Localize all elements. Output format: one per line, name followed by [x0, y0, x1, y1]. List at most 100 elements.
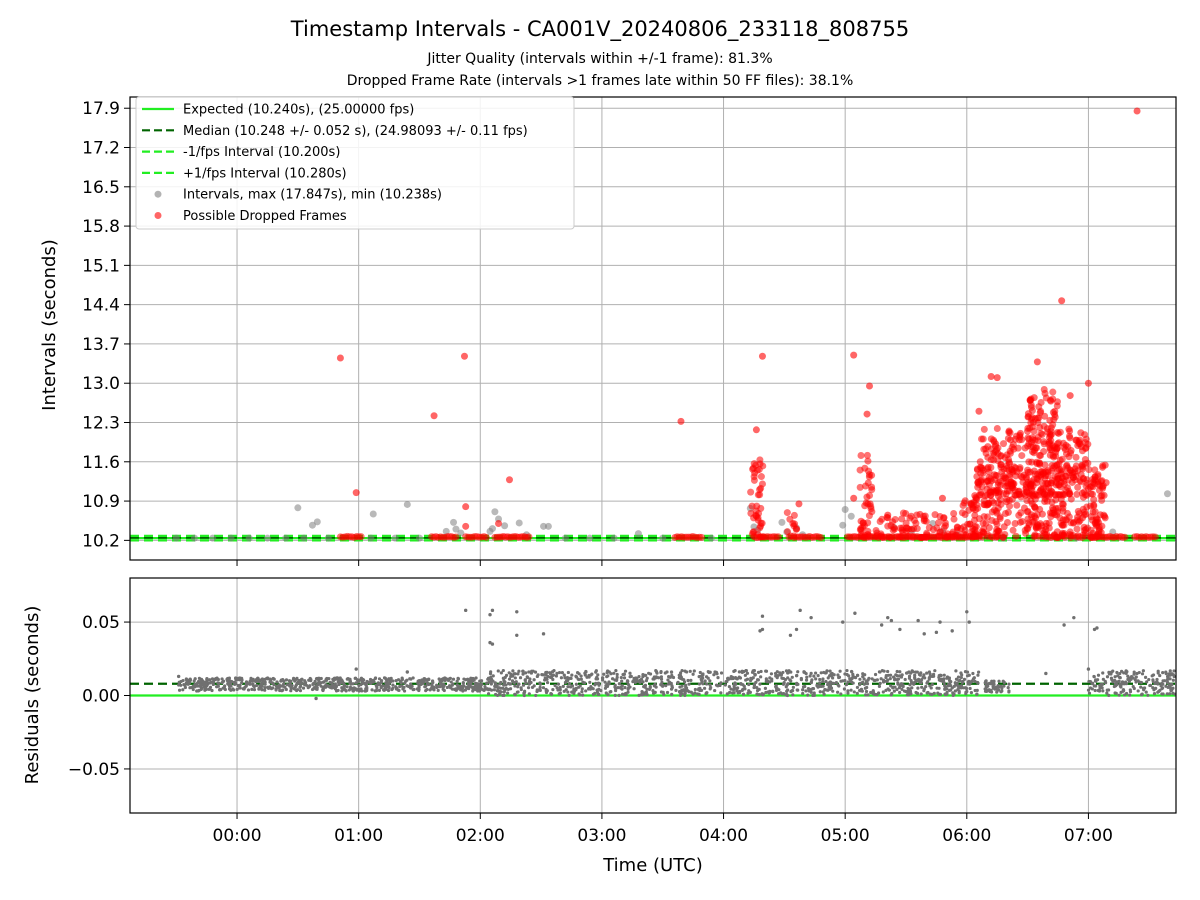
residual-band-1-point-976	[828, 683, 833, 687]
residual-band-1-point-634	[937, 678, 941, 682]
dropped-frame-cluster-5-point-207	[1045, 524, 1053, 532]
residual-band-1-point-924	[804, 671, 808, 676]
residual-band-0-point-334	[441, 682, 445, 686]
dropped-frame-cluster-6-point-273	[987, 475, 995, 483]
residual-band-1-point-759	[501, 668, 505, 673]
residual-band-1-point-502	[961, 679, 965, 684]
residual-band-4-point-86	[1168, 677, 1172, 681]
residual-band-1-point-776	[956, 675, 961, 679]
residual-outlier-10	[515, 633, 519, 637]
residual-band-0-point-586	[405, 678, 409, 682]
residual-band-1-point-364	[821, 679, 825, 684]
residual-band-0-point-536	[355, 678, 359, 682]
dropped-frame-point-15	[850, 494, 858, 502]
residual-band-1-point-837	[613, 693, 617, 697]
residual-band-1-point-1045	[620, 692, 625, 696]
interval-point-35	[707, 534, 715, 542]
residual-band-0-point-517	[477, 686, 481, 691]
dropped-frame-run-3-point-16	[525, 533, 533, 541]
residual-band-2-point-47	[995, 690, 999, 694]
residual-band-1-point-820	[566, 685, 570, 689]
residual-band-1-point-956	[486, 692, 491, 696]
residual-band-1-point-132	[747, 682, 751, 687]
dropped-frame-cluster-6-point-238	[1033, 460, 1041, 468]
residual-band-4-point-122	[1165, 692, 1169, 696]
residual-band-0-point-633	[281, 678, 285, 682]
residual-band-1-point-830	[915, 678, 919, 682]
residual-band-1-point-1046	[550, 670, 555, 674]
residual-band-1-point-708	[683, 693, 687, 698]
dropped-frame-cluster-5-point-268	[1093, 531, 1101, 539]
dropped-frame-cluster-6-point-168	[1080, 488, 1088, 496]
dropped-frame-cluster-6-point-174	[1081, 456, 1089, 464]
interval-point-14	[391, 534, 399, 542]
dropped-frame-cluster-6-point-178	[1006, 429, 1014, 437]
residual-band-1-point-744	[759, 675, 763, 679]
dropped-frame-cluster-5-point-375	[1025, 519, 1033, 527]
residual-band-0-point-644	[351, 689, 355, 693]
dropped-frame-cluster-6-point-268	[1031, 470, 1039, 478]
dropped-frame-cluster-6-point-187	[1054, 429, 1062, 437]
residual-band-1-point-893	[873, 692, 877, 697]
residual-band-4-point-145	[1107, 672, 1112, 676]
residual-band-1-point-278	[816, 674, 820, 678]
dropped-frame-cluster-6-point-280	[1007, 480, 1015, 488]
dropped-frame-cluster-6-point-264	[1051, 462, 1059, 470]
dropped-frame-cluster-2-point-37	[857, 524, 865, 532]
dropped-frame-cluster-7-point-70	[1040, 386, 1048, 394]
residual-band-1-point-1043	[644, 679, 649, 683]
dropped-frame-cluster-3-point-68	[899, 509, 907, 517]
dropped-frame-cluster-6-point-190	[1079, 465, 1087, 473]
residual-band-0-point-507	[443, 676, 447, 680]
residual-band-0-point-657	[298, 685, 302, 689]
interval-point-1	[190, 534, 198, 542]
interval-point-10	[313, 518, 321, 526]
residual-band-1-point-996	[869, 690, 873, 695]
dropped-frame-cluster-1-point-8	[787, 532, 795, 540]
residual-band-0-point-635	[472, 685, 476, 689]
residual-band-0-point-628	[366, 680, 370, 684]
dropped-frame-cluster-5-point-72	[1011, 520, 1019, 528]
residual-band-0-point-649	[456, 676, 460, 680]
residual-band-1-point-147	[889, 684, 893, 688]
dropped-frame-cluster-3-point-51	[935, 532, 943, 540]
dropped-frame-cluster-7-point-46	[1027, 419, 1035, 427]
residual-band-1-point-290	[812, 674, 816, 678]
residual-band-1-point-587	[976, 681, 980, 685]
residual-band-0-point-598	[259, 682, 263, 686]
residual-band-1-point-230	[651, 689, 655, 693]
residual-band-4-point-115	[1139, 685, 1143, 689]
residual-band-1-point-1018	[543, 678, 547, 682]
residual-band-0-point-618	[472, 678, 476, 682]
residual-band-1-point-1017	[661, 683, 665, 688]
interval-point-39	[778, 518, 786, 526]
residual-band-1-point-812	[949, 688, 953, 692]
residual-band-1-point-613	[864, 689, 869, 694]
residual-band-4-point-128	[1150, 674, 1154, 678]
residual-band-1-point-118	[821, 684, 825, 688]
residual-band-1-point-676	[794, 674, 799, 678]
residual-band-1-point-659	[516, 690, 520, 694]
residual-band-0-point-614	[198, 681, 202, 685]
dropped-frame-cluster-6-point-244	[1025, 458, 1033, 466]
dropped-frame-run-0-point-9	[357, 533, 365, 541]
dropped-frame-cluster-2-point-27	[865, 473, 873, 481]
residual-band-1-point-946	[656, 676, 661, 680]
residual-band-0-point-482	[468, 678, 472, 682]
residual-band-1-point-868	[556, 682, 561, 686]
residual-band-1-point-98	[641, 680, 645, 684]
residual-band-0-point-2	[263, 686, 267, 690]
dropped-frame-cluster-6-point-256	[1082, 445, 1090, 453]
dropped-frame-cluster-6-point-102	[1039, 480, 1047, 488]
residual-band-1-point-748	[529, 671, 533, 675]
residual-band-1-point-929	[784, 692, 788, 697]
residual-band-1-point-226	[521, 683, 526, 687]
dropped-frame-point-8	[677, 417, 685, 425]
interval-point-26	[515, 519, 523, 527]
residual-band-1-point-619	[662, 692, 666, 696]
residual-band-1-point-703	[521, 669, 525, 673]
residual-band-1-point-425	[697, 692, 701, 696]
residual-band-1-point-427	[818, 677, 822, 682]
dropped-frame-cluster-6-point-101	[1073, 490, 1081, 498]
residual-band-1-point-988	[703, 686, 707, 690]
